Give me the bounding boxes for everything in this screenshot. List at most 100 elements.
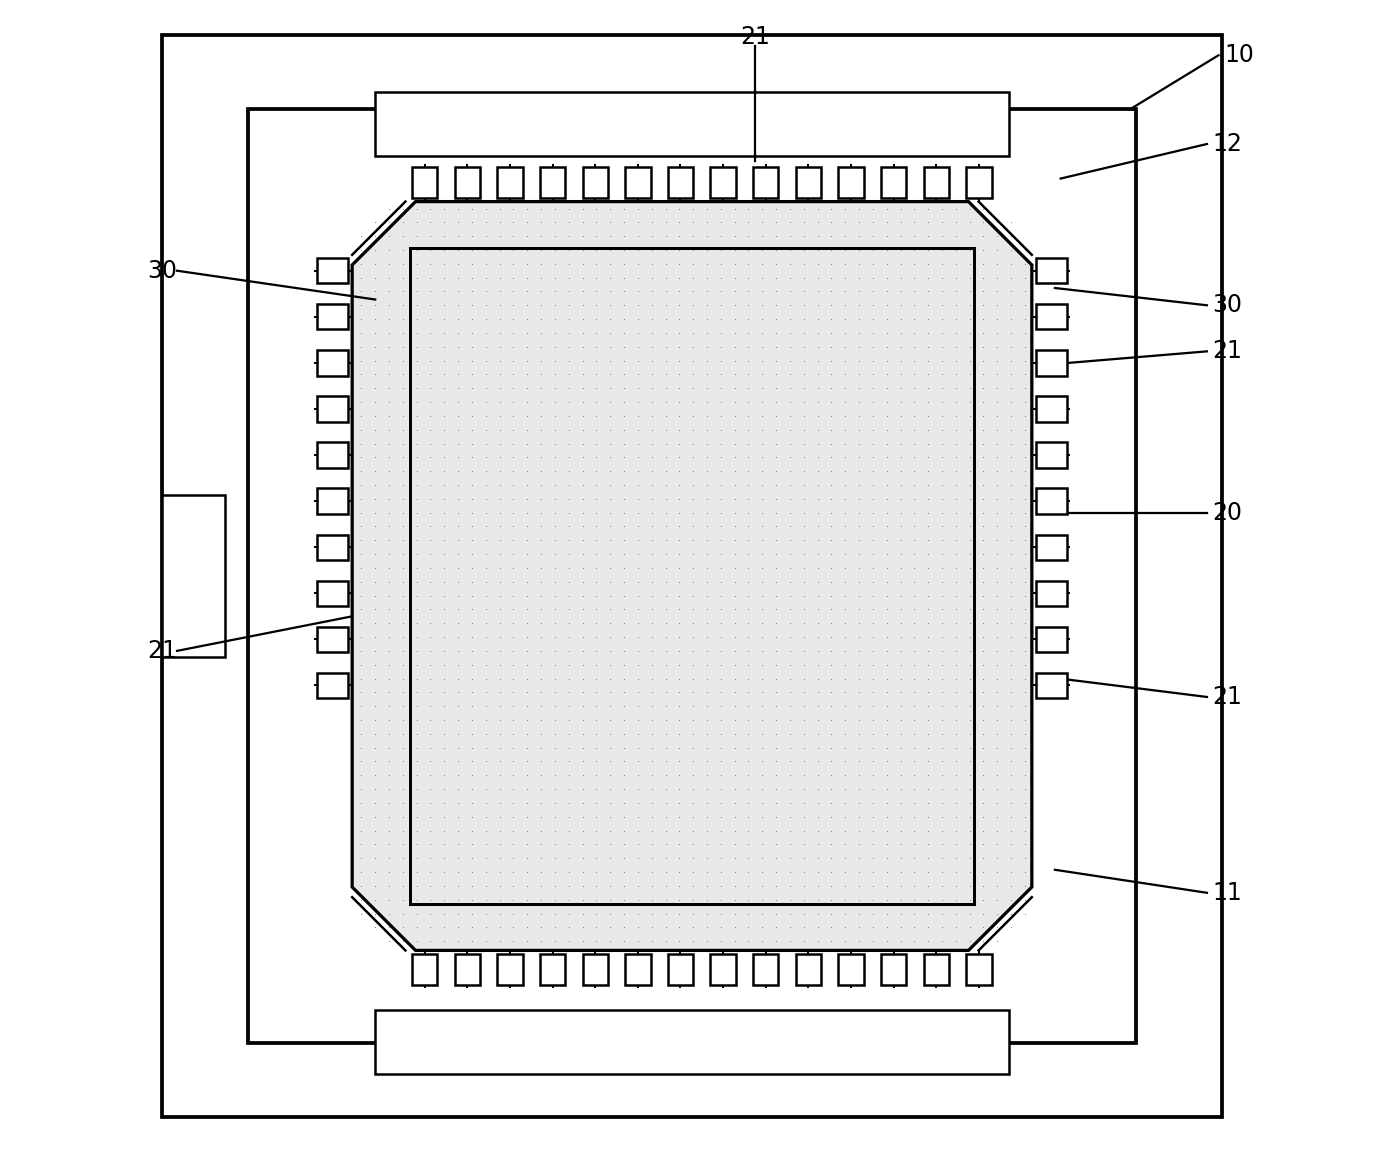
Point xyxy=(724,282,746,301)
Point xyxy=(710,199,732,218)
Point xyxy=(848,794,871,812)
Point xyxy=(1001,531,1023,550)
Point xyxy=(364,573,386,591)
Point xyxy=(364,351,386,370)
Point xyxy=(461,448,483,467)
Point xyxy=(876,351,898,370)
Point xyxy=(918,407,940,425)
Point xyxy=(807,393,829,411)
Point xyxy=(475,600,497,619)
Point xyxy=(973,351,995,370)
Point xyxy=(572,586,594,605)
Point xyxy=(1001,890,1023,909)
Point xyxy=(918,918,940,937)
Point xyxy=(682,448,704,467)
Point xyxy=(876,904,898,923)
Point xyxy=(585,351,608,370)
Point xyxy=(765,877,787,895)
Point xyxy=(945,324,967,342)
Point xyxy=(682,628,704,646)
Point xyxy=(931,268,954,287)
Point xyxy=(931,780,954,798)
Point xyxy=(1014,628,1037,646)
Bar xyxy=(966,167,991,198)
Point xyxy=(668,849,691,867)
Point xyxy=(544,683,566,702)
Point xyxy=(1014,780,1037,798)
Point xyxy=(350,255,372,273)
Point xyxy=(419,918,441,937)
Point xyxy=(489,420,511,439)
Point xyxy=(655,642,677,660)
Point xyxy=(931,365,954,384)
Point xyxy=(918,586,940,605)
Point xyxy=(613,531,635,550)
Point xyxy=(848,849,871,867)
Point xyxy=(696,697,718,715)
Point xyxy=(765,296,787,314)
Point xyxy=(599,794,621,812)
Point xyxy=(1001,738,1023,757)
Point xyxy=(1001,614,1023,632)
Point xyxy=(682,586,704,605)
Point xyxy=(765,434,787,453)
Point xyxy=(890,932,912,950)
Point xyxy=(364,766,386,785)
Point xyxy=(572,711,594,729)
Point xyxy=(655,683,677,702)
Point xyxy=(599,849,621,867)
Text: 21: 21 xyxy=(740,25,771,48)
Point xyxy=(461,282,483,301)
Point xyxy=(572,642,594,660)
Point xyxy=(585,227,608,245)
Point xyxy=(350,268,372,287)
Point xyxy=(364,614,386,632)
Point xyxy=(475,324,497,342)
Point xyxy=(489,324,511,342)
Point xyxy=(668,752,691,771)
Point xyxy=(447,545,469,563)
Point xyxy=(987,849,1009,867)
Point xyxy=(987,725,1009,743)
Point xyxy=(489,877,511,895)
Point xyxy=(378,241,400,259)
Point xyxy=(516,407,538,425)
Point xyxy=(516,490,538,508)
Point xyxy=(1001,241,1023,259)
Point xyxy=(931,338,954,356)
Point xyxy=(959,241,981,259)
Point xyxy=(738,573,760,591)
Point xyxy=(392,476,414,494)
Point xyxy=(835,683,857,702)
Point xyxy=(724,697,746,715)
Point xyxy=(682,559,704,577)
Point xyxy=(1014,517,1037,536)
Point xyxy=(516,324,538,342)
Point xyxy=(447,683,469,702)
Point xyxy=(987,821,1009,840)
Point xyxy=(461,766,483,785)
Point xyxy=(558,863,580,881)
Point xyxy=(738,310,760,328)
Point xyxy=(904,199,926,218)
Point xyxy=(419,932,441,950)
Point xyxy=(599,835,621,854)
Point xyxy=(419,531,441,550)
Point xyxy=(378,669,400,688)
Point xyxy=(931,407,954,425)
Point xyxy=(724,890,746,909)
Point xyxy=(945,697,967,715)
Point xyxy=(516,766,538,785)
Point xyxy=(973,655,995,674)
Point xyxy=(502,393,525,411)
Point xyxy=(392,434,414,453)
Point xyxy=(918,310,940,328)
Point xyxy=(392,808,414,826)
Text: 10: 10 xyxy=(1225,44,1254,67)
Point xyxy=(973,393,995,411)
Point xyxy=(738,531,760,550)
Point xyxy=(475,821,497,840)
Point xyxy=(807,324,829,342)
Point xyxy=(447,255,469,273)
Point xyxy=(876,849,898,867)
